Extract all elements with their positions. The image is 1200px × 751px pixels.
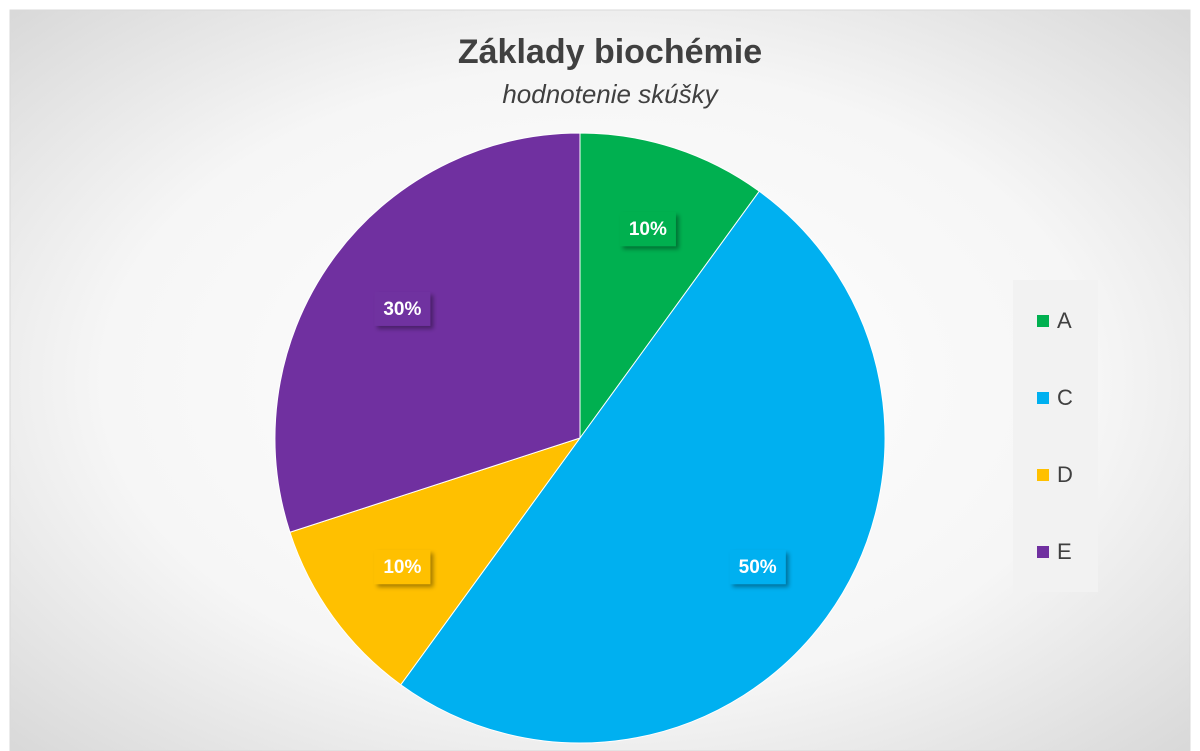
data-label-box [374,550,431,585]
pie-slice [579,132,760,440]
legend-label: E [1057,539,1072,564]
data-label-box [729,550,786,585]
legend-swatch [1037,469,1049,481]
legend-swatch [1037,392,1049,404]
chart-title: Základy biochémie [458,33,762,71]
chart-subtitle: hodnotenie skúšky [502,79,719,109]
data-label: 50% [739,557,777,578]
legend-label: C [1057,385,1073,410]
pie-slice [289,437,582,686]
legend-swatch [1037,315,1049,327]
legend-label: D [1057,462,1073,487]
pie-slice [274,132,581,533]
data-label: 10% [629,219,667,240]
legend-label: A [1057,308,1072,333]
legend-swatch [1037,546,1049,558]
pie-slice [400,190,886,744]
legend-box [1013,280,1098,592]
data-label-box [374,291,431,326]
data-label: 30% [383,299,421,320]
data-label-box [619,212,676,247]
data-label: 10% [383,557,421,578]
